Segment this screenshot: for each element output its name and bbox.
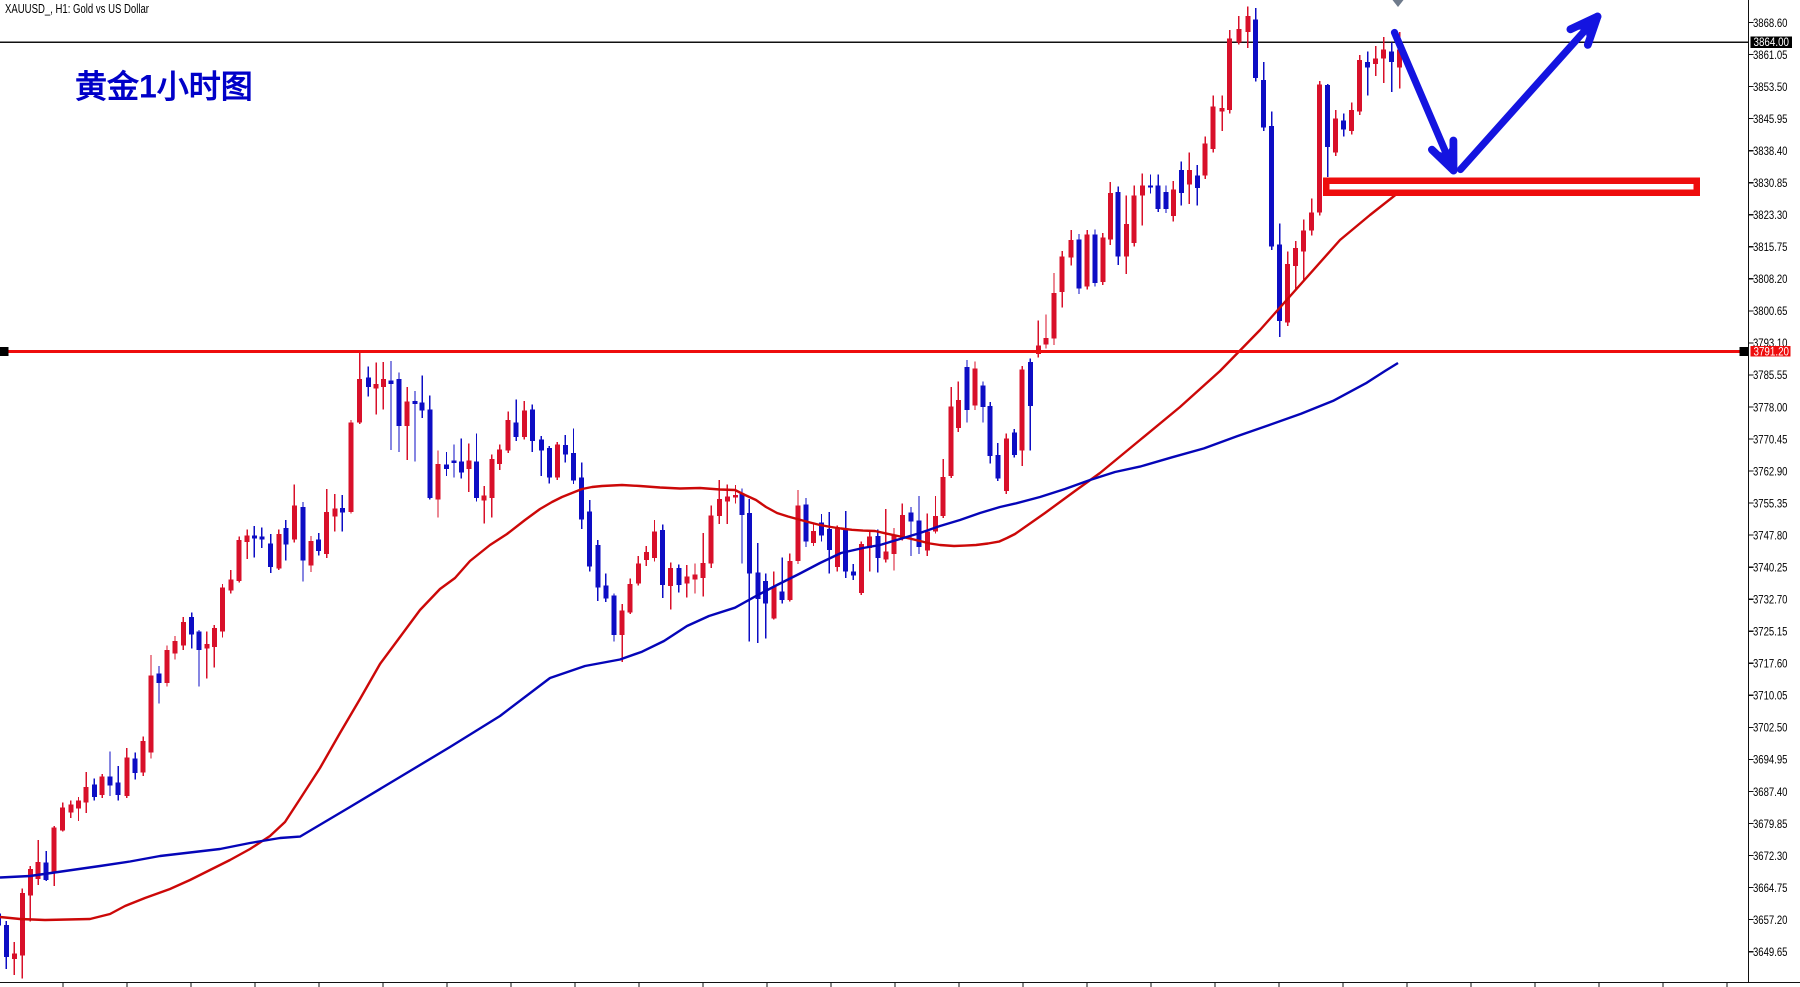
svg-text:3838.40: 3838.40 (1753, 144, 1788, 158)
svg-text:3694.95: 3694.95 (1753, 753, 1788, 767)
svg-text:3740.25: 3740.25 (1753, 560, 1788, 574)
svg-text:3815.75: 3815.75 (1753, 240, 1788, 254)
svg-text:3755.35: 3755.35 (1753, 496, 1788, 510)
svg-text:3830.85: 3830.85 (1753, 176, 1788, 190)
svg-text:3868.60: 3868.60 (1753, 16, 1788, 30)
svg-text:3864.00: 3864.00 (1754, 35, 1790, 49)
svg-text:3664.75: 3664.75 (1753, 881, 1788, 895)
svg-text:XAUUSD_, H1: Gold vs US Dolla: XAUUSD_, H1: Gold vs US Dollar (5, 2, 149, 16)
svg-text:3657.20: 3657.20 (1753, 913, 1788, 927)
svg-text:3808.20: 3808.20 (1753, 272, 1788, 286)
svg-text:3679.85: 3679.85 (1753, 817, 1788, 831)
svg-text:3791.20: 3791.20 (1754, 345, 1790, 359)
svg-text:3823.30: 3823.30 (1753, 208, 1788, 222)
svg-text:3717.60: 3717.60 (1753, 657, 1788, 671)
svg-text:3725.15: 3725.15 (1753, 625, 1788, 639)
svg-text:3747.80: 3747.80 (1753, 528, 1788, 542)
svg-text:3770.45: 3770.45 (1753, 432, 1788, 446)
svg-text:3800.65: 3800.65 (1753, 304, 1788, 318)
svg-text:3778.00: 3778.00 (1753, 400, 1788, 414)
svg-text:3785.55: 3785.55 (1753, 368, 1788, 382)
svg-text:3861.05: 3861.05 (1753, 48, 1788, 62)
svg-text:3853.50: 3853.50 (1753, 80, 1788, 94)
svg-text:3702.50: 3702.50 (1753, 721, 1788, 735)
svg-text:3672.30: 3672.30 (1753, 849, 1788, 863)
svg-text:3732.70: 3732.70 (1753, 593, 1788, 607)
svg-text:黄金1小时图: 黄金1小时图 (75, 69, 253, 105)
svg-text:3762.90: 3762.90 (1753, 464, 1788, 478)
svg-text:3710.05: 3710.05 (1753, 689, 1788, 703)
svg-text:3687.40: 3687.40 (1753, 785, 1788, 799)
svg-text:3649.65: 3649.65 (1753, 945, 1788, 959)
svg-text:3845.95: 3845.95 (1753, 112, 1788, 126)
